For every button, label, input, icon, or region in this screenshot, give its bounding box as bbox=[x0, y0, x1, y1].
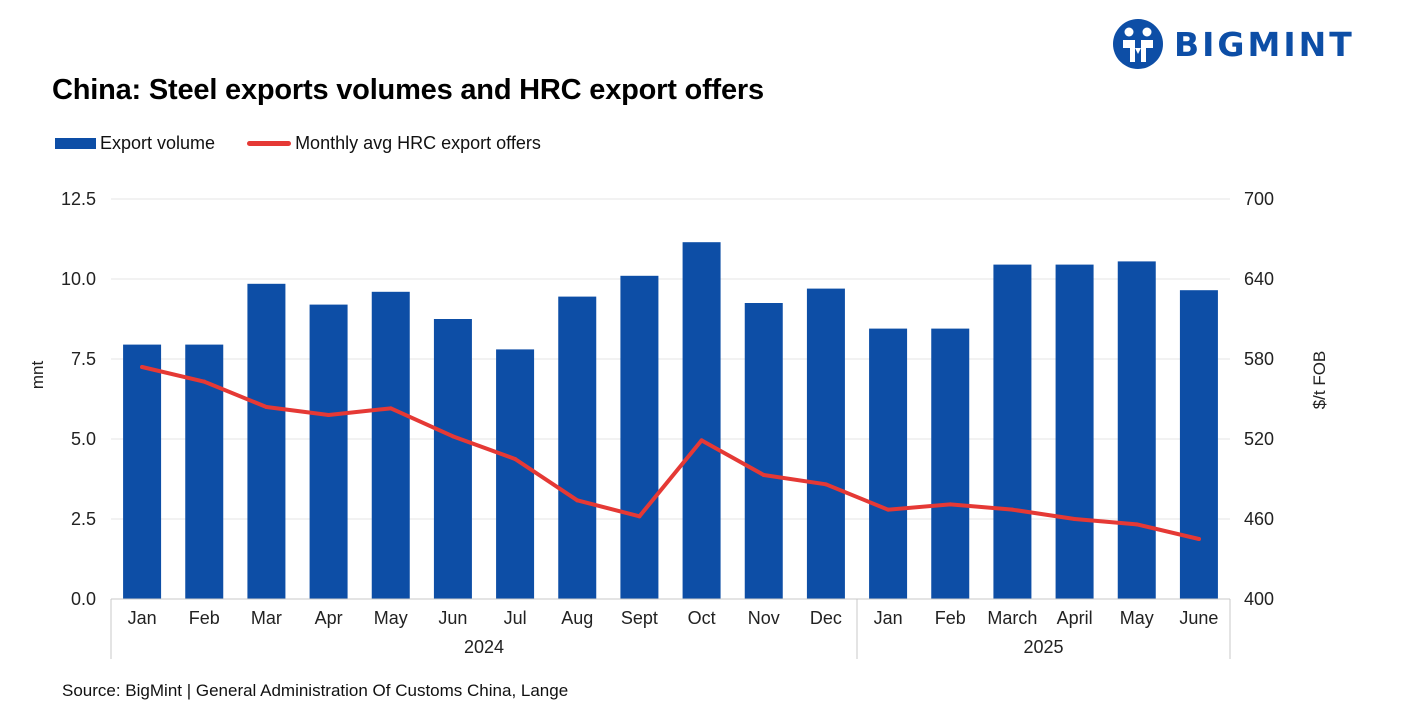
hrc-offers-point bbox=[886, 507, 891, 512]
hrc-offers-point bbox=[699, 438, 704, 443]
y2-tick-label: 640 bbox=[1244, 269, 1274, 289]
hrc-offers-point bbox=[948, 502, 953, 507]
y-tick-label: 5.0 bbox=[71, 429, 96, 449]
hrc-offers-line bbox=[140, 365, 1201, 541]
hrc-offers-point bbox=[1134, 522, 1139, 527]
bar-jan-12 bbox=[869, 328, 908, 599]
x-tick-label: Jan bbox=[874, 608, 903, 628]
bar-june-17 bbox=[1179, 290, 1218, 599]
y-tick-label: 2.5 bbox=[71, 509, 96, 529]
y2-tick-label: 400 bbox=[1244, 589, 1274, 609]
y-tick-label: 12.5 bbox=[61, 189, 96, 209]
x-tick-label: Sept bbox=[621, 608, 658, 628]
y2-tick-label: 700 bbox=[1244, 189, 1274, 209]
y2-tick-label: 460 bbox=[1244, 509, 1274, 529]
x-tick-label: May bbox=[1120, 608, 1154, 628]
hrc-offers-point bbox=[264, 405, 269, 409]
y-tick-label: 0.0 bbox=[71, 589, 96, 609]
legend-bar-swatch bbox=[55, 137, 96, 149]
bigmint-logo-icon bbox=[1113, 19, 1163, 69]
hrc-offers-point bbox=[140, 365, 145, 369]
legend-item-hrc-offers: Monthly avg HRC export offers bbox=[247, 133, 541, 154]
legend-item-export-volume: Export volume bbox=[55, 133, 215, 154]
x-tick-label: Apr bbox=[315, 608, 343, 628]
hrc-offers-point bbox=[326, 413, 331, 417]
x-tick-label: Dec bbox=[810, 608, 842, 628]
y-axis-title: mnt bbox=[28, 361, 47, 390]
bar-jan-0 bbox=[123, 344, 162, 599]
x-tick-label: March bbox=[987, 608, 1037, 628]
bar-mar-2 bbox=[247, 283, 286, 599]
y-tick-label: 10.0 bbox=[61, 269, 96, 289]
chart-legend: Export volume Monthly avg HRC export off… bbox=[55, 132, 573, 154]
y2-tick-label: 520 bbox=[1244, 429, 1274, 449]
hrc-offers-point bbox=[1072, 517, 1077, 521]
hrc-offers-point bbox=[1196, 537, 1201, 541]
bar-sept-8 bbox=[620, 275, 659, 599]
x-tick-label: Mar bbox=[251, 608, 282, 628]
y2-axis-title: $/t FOB bbox=[1310, 351, 1329, 410]
bar-jun-5 bbox=[433, 319, 472, 599]
bar-may-16 bbox=[1117, 261, 1156, 599]
x-tick-label: Oct bbox=[688, 608, 716, 628]
hrc-offers-point bbox=[202, 379, 207, 384]
hrc-offers-point bbox=[637, 514, 642, 519]
y2-tick-label: 580 bbox=[1244, 349, 1274, 369]
x-tick-label: Nov bbox=[748, 608, 780, 628]
bar-nov-10 bbox=[744, 303, 783, 599]
bar-oct-9 bbox=[682, 242, 721, 599]
hrc-offers-point bbox=[823, 482, 828, 487]
bar-jul-6 bbox=[496, 349, 535, 599]
hrc-offers-point bbox=[513, 457, 518, 461]
hrc-offers-point bbox=[388, 406, 393, 411]
hrc-offers-point bbox=[761, 473, 766, 477]
x-tick-label: Jul bbox=[504, 608, 527, 628]
hrc-offers-point bbox=[1010, 507, 1015, 512]
x-tick-label: May bbox=[374, 608, 408, 628]
x-tick-label: Aug bbox=[561, 608, 593, 628]
bar-march-14 bbox=[993, 264, 1032, 599]
bar-feb-13 bbox=[931, 328, 970, 599]
bigmint-logo-text: BIGMINT bbox=[1174, 24, 1355, 64]
x-tick-label: Feb bbox=[189, 608, 220, 628]
bar-apr-3 bbox=[309, 304, 348, 599]
x-tick-label: June bbox=[1179, 608, 1218, 628]
legend-label-hrc-offers: Monthly avg HRC export offers bbox=[295, 132, 541, 153]
legend-label-export-volume: Export volume bbox=[100, 132, 216, 153]
hrc-offers-point bbox=[450, 434, 455, 439]
source-note: Source: BigMint | General Administration… bbox=[62, 681, 569, 700]
group-label-2024: 2024 bbox=[464, 637, 504, 657]
bar-april-15 bbox=[1055, 264, 1094, 599]
x-tick-label: Feb bbox=[935, 608, 966, 628]
x-tick-label: April bbox=[1057, 608, 1093, 628]
legend-line-swatch bbox=[247, 140, 292, 146]
bigmint-logo: BIGMINT bbox=[1112, 18, 1355, 70]
hrc-offers-point bbox=[575, 498, 580, 503]
bar-aug-7 bbox=[558, 296, 597, 599]
bar-dec-11 bbox=[806, 288, 845, 599]
chart-title: China: Steel exports volumes and HRC exp… bbox=[52, 74, 764, 106]
x-tick-label: Jun bbox=[438, 608, 467, 628]
group-label-2025: 2025 bbox=[1023, 637, 1063, 657]
bar-may-4 bbox=[371, 291, 410, 599]
y-tick-label: 7.5 bbox=[71, 349, 96, 369]
x-tick-label: Jan bbox=[128, 608, 157, 628]
